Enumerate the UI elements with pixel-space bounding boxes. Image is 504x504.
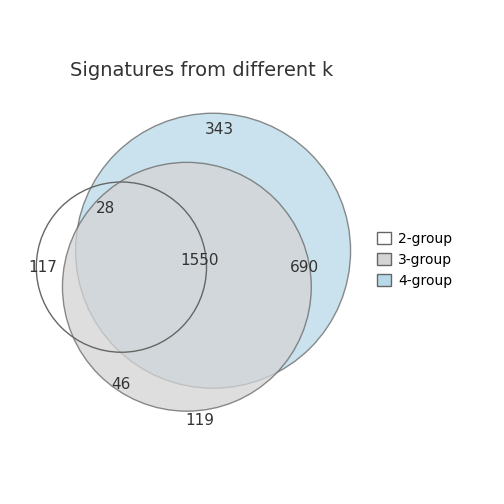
Circle shape	[76, 113, 351, 388]
Text: 343: 343	[205, 122, 234, 137]
Text: 46: 46	[112, 377, 131, 393]
Text: 1550: 1550	[181, 253, 219, 268]
Text: 119: 119	[185, 413, 215, 428]
Text: 117: 117	[28, 260, 57, 275]
Circle shape	[62, 162, 311, 411]
Text: 28: 28	[95, 201, 114, 216]
Title: Signatures from different k: Signatures from different k	[70, 61, 333, 80]
Text: 690: 690	[290, 260, 320, 275]
Legend: 2-group, 3-group, 4-group: 2-group, 3-group, 4-group	[377, 232, 452, 288]
